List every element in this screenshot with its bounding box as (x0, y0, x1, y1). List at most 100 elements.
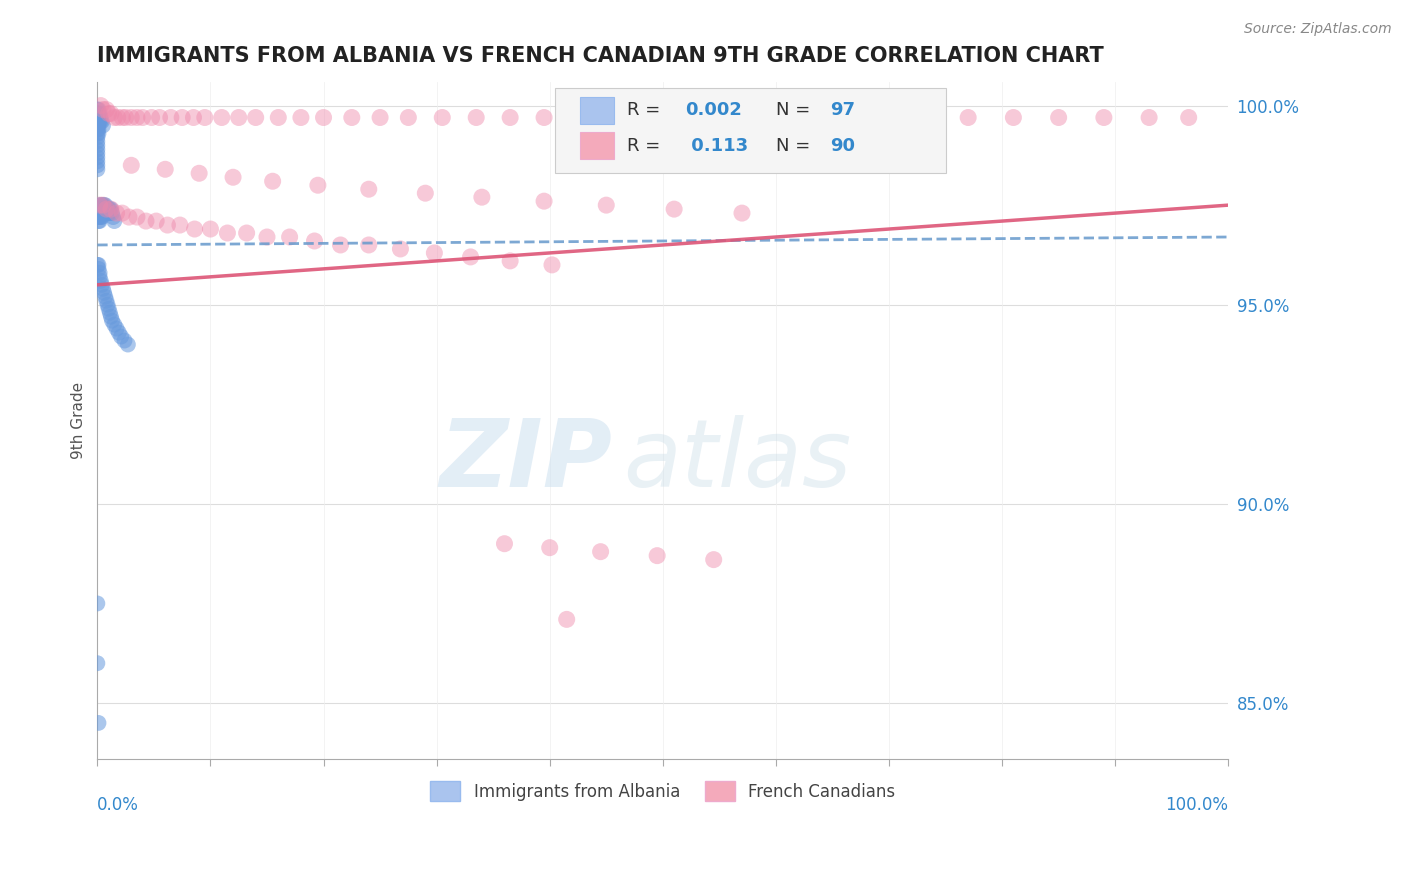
Legend: Immigrants from Albania, French Canadians: Immigrants from Albania, French Canadian… (423, 774, 903, 808)
Point (188, 166, 211, 180)
Point (97, 206, 120, 220)
Text: atlas: atlas (623, 416, 852, 507)
Point (651, 111, 673, 125)
Point (87, 258, 110, 272)
Point (103, 210, 125, 224)
Point (93, 206, 115, 220)
Point (222, 170, 245, 185)
Text: ZIP: ZIP (439, 415, 612, 507)
Point (96, 103, 118, 117)
Text: R =: R = (627, 101, 665, 120)
Text: 0.002: 0.002 (686, 101, 742, 120)
Point (86, 158, 108, 172)
Point (96, 298, 118, 312)
Point (304, 234, 326, 248)
Point (86, 114, 108, 128)
Point (101, 313, 124, 327)
Point (217, 226, 239, 240)
Point (211, 111, 233, 125)
Point (278, 230, 301, 244)
Point (89, 114, 111, 128)
Point (499, 253, 522, 268)
Point (98, 306, 121, 320)
Point (533, 111, 555, 125)
Point (94, 198, 117, 212)
Point (183, 222, 205, 236)
Point (100, 202, 122, 216)
Point (731, 111, 754, 125)
Point (87, 127, 110, 141)
Point (120, 111, 142, 125)
Point (499, 111, 522, 125)
Text: N =: N = (776, 101, 810, 120)
Point (731, 206, 754, 220)
Point (595, 198, 617, 212)
Point (100, 202, 122, 216)
Point (117, 337, 139, 351)
Point (105, 206, 128, 220)
Point (703, 552, 725, 566)
Point (101, 206, 124, 220)
Point (87, 106, 110, 120)
Point (267, 111, 290, 125)
Point (465, 111, 488, 125)
Point (307, 178, 329, 193)
Point (108, 326, 131, 340)
Point (110, 329, 132, 343)
Point (98, 202, 121, 216)
Point (228, 111, 250, 125)
Point (1177, 111, 1199, 125)
Point (90, 277, 112, 292)
Point (415, 186, 437, 201)
Point (156, 218, 179, 232)
Point (329, 238, 352, 252)
Point (89, 269, 111, 284)
Point (86, 146, 108, 161)
Point (96, 202, 118, 216)
Point (471, 190, 494, 204)
Point (86, 154, 108, 169)
Point (90, 111, 112, 125)
Point (125, 210, 148, 224)
Point (160, 111, 183, 125)
Point (148, 111, 170, 125)
Point (589, 544, 612, 558)
Point (86, 122, 108, 136)
Point (114, 111, 136, 125)
Point (91, 198, 114, 212)
Y-axis label: 9th Grade: 9th Grade (72, 382, 86, 458)
Point (97, 301, 120, 316)
Point (183, 111, 205, 125)
Point (91, 119, 114, 133)
Point (100, 310, 122, 324)
Point (155, 162, 177, 177)
Point (93, 285, 115, 300)
Point (89, 202, 111, 216)
FancyBboxPatch shape (581, 96, 614, 124)
Point (87, 114, 110, 128)
Point (423, 246, 446, 260)
Point (911, 111, 934, 125)
Point (645, 549, 668, 563)
FancyBboxPatch shape (581, 132, 614, 159)
Text: R =: R = (627, 136, 665, 154)
Point (235, 226, 257, 240)
Point (87, 122, 110, 136)
Point (87, 715, 110, 730)
FancyBboxPatch shape (555, 88, 946, 173)
Point (90, 202, 112, 216)
Text: 100.0%: 100.0% (1166, 796, 1229, 814)
Point (91, 282, 114, 296)
Point (103, 214, 125, 228)
Point (662, 202, 685, 216)
Point (89, 214, 111, 228)
Point (340, 111, 363, 125)
Point (100, 106, 122, 120)
Point (86, 656, 108, 670)
Text: 90: 90 (830, 136, 855, 154)
Point (145, 214, 167, 228)
Point (94, 206, 117, 220)
Point (89, 198, 111, 212)
Point (89, 266, 111, 280)
Point (86, 138, 108, 153)
